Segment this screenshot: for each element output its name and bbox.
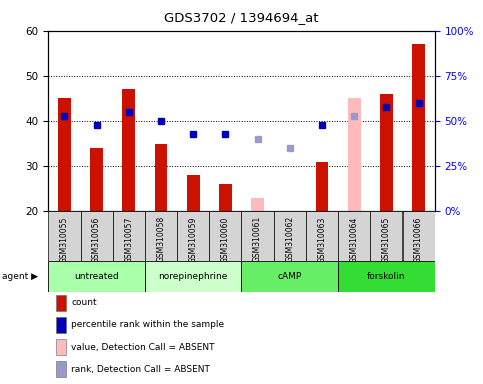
Bar	[145, 211, 177, 261]
Bar	[338, 261, 435, 292]
Bar	[56, 339, 66, 355]
Text: norepinephrine: norepinephrine	[158, 272, 228, 281]
Bar	[306, 211, 338, 261]
Bar	[145, 261, 242, 292]
Text: rank, Detection Call = ABSENT: rank, Detection Call = ABSENT	[71, 365, 211, 374]
Bar	[380, 94, 393, 211]
Text: percentile rank within the sample: percentile rank within the sample	[71, 321, 225, 329]
Bar	[58, 98, 71, 211]
Text: GSM310064: GSM310064	[350, 216, 359, 263]
Text: GSM310066: GSM310066	[414, 216, 423, 263]
Bar	[122, 89, 135, 211]
Bar	[242, 261, 338, 292]
Bar	[370, 211, 402, 261]
Text: forskolin: forskolin	[367, 272, 406, 281]
Text: GSM310060: GSM310060	[221, 216, 230, 263]
Text: count: count	[71, 298, 97, 307]
Bar	[242, 211, 274, 261]
Text: GSM310057: GSM310057	[124, 216, 133, 263]
Bar	[209, 211, 242, 261]
Bar	[348, 98, 361, 211]
Text: GSM310058: GSM310058	[156, 216, 166, 262]
Bar	[338, 211, 370, 261]
Bar	[251, 198, 264, 211]
Bar	[90, 148, 103, 211]
Bar	[81, 211, 113, 261]
Text: agent ▶: agent ▶	[2, 272, 39, 281]
Bar	[177, 211, 209, 261]
Bar	[56, 295, 66, 311]
Bar	[187, 175, 199, 211]
Text: GSM310061: GSM310061	[253, 216, 262, 262]
Text: cAMP: cAMP	[278, 272, 302, 281]
Bar	[274, 211, 306, 261]
Bar	[155, 144, 168, 211]
Text: GSM310056: GSM310056	[92, 216, 101, 263]
Text: GDS3702 / 1394694_at: GDS3702 / 1394694_at	[164, 12, 319, 25]
Bar	[48, 211, 81, 261]
Text: GSM310055: GSM310055	[60, 216, 69, 263]
Bar	[56, 361, 66, 377]
Bar	[412, 44, 425, 211]
Text: GSM310063: GSM310063	[317, 216, 327, 263]
Text: GSM310062: GSM310062	[285, 216, 294, 262]
Bar	[219, 184, 232, 211]
Bar	[48, 261, 145, 292]
Bar	[113, 211, 145, 261]
Bar	[56, 317, 66, 333]
Bar	[315, 162, 328, 211]
Text: GSM310065: GSM310065	[382, 216, 391, 263]
Text: value, Detection Call = ABSENT: value, Detection Call = ABSENT	[71, 343, 215, 351]
Text: GSM310059: GSM310059	[189, 216, 198, 263]
Bar	[402, 211, 435, 261]
Text: untreated: untreated	[74, 272, 119, 281]
